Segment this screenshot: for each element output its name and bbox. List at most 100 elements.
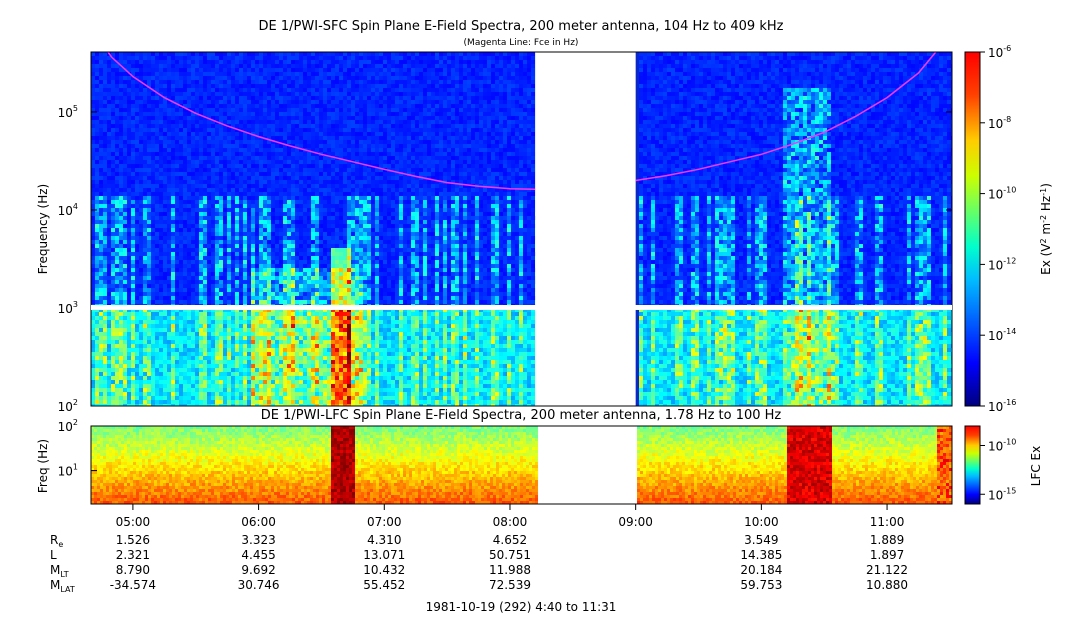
sfc-intensity-cell	[255, 80, 259, 84]
sfc-intensity-cell	[215, 236, 219, 240]
sfc-intensity-cell	[131, 260, 135, 264]
sfc-intensity-cell	[155, 228, 159, 232]
sfc-intensity-cell	[151, 236, 155, 240]
sfc-intensity-cell	[187, 352, 191, 356]
sfc-intensity-cell	[299, 140, 303, 144]
sfc-intensity-cell	[155, 220, 159, 224]
sfc-intensity-cell	[91, 84, 95, 88]
sfc-intensity-cell	[123, 380, 127, 384]
sfc-intensity-cell	[155, 328, 159, 332]
sfc-intensity-cell	[303, 236, 307, 240]
sfc-intensity-cell	[107, 244, 111, 248]
sfc-intensity-cell	[107, 296, 111, 300]
sfc-intensity-cell	[179, 280, 183, 284]
sfc-intensity-cell	[135, 308, 139, 312]
sfc-intensity-cell	[103, 84, 107, 88]
sfc-intensity-cell	[127, 148, 131, 152]
sfc-intensity-cell	[215, 404, 219, 406]
sfc-intensity-cell	[239, 328, 243, 332]
sfc-intensity-cell	[247, 256, 251, 260]
sfc-intensity-cell	[307, 388, 311, 392]
sfc-intensity-cell	[195, 356, 199, 360]
sfc-intensity-cell	[123, 312, 127, 316]
sfc-intensity-cell	[267, 400, 271, 404]
sfc-intensity-cell	[227, 380, 231, 384]
sfc-intensity-cell	[295, 120, 299, 124]
sfc-intensity-cell	[171, 264, 175, 268]
sfc-intensity-cell	[223, 308, 227, 312]
sfc-intensity-cell	[307, 128, 311, 132]
sfc-intensity-cell	[215, 100, 219, 104]
sfc-intensity-cell	[215, 108, 219, 112]
sfc-intensity-cell	[275, 320, 279, 324]
sfc-intensity-cell	[151, 284, 155, 288]
sfc-intensity-cell	[199, 368, 203, 372]
sfc-intensity-cell	[295, 248, 299, 252]
sfc-intensity-cell	[127, 184, 131, 188]
sfc-intensity-cell	[299, 396, 303, 400]
sfc-intensity-cell	[311, 308, 315, 312]
sfc-intensity-cell	[211, 348, 215, 352]
sfc-intensity-cell	[279, 180, 283, 184]
sfc-intensity-cell	[219, 184, 223, 188]
sfc-intensity-cell	[99, 308, 103, 312]
sfc-intensity-cell	[307, 156, 311, 160]
sfc-intensity-cell	[179, 56, 183, 60]
sfc-intensity-cell	[163, 164, 167, 168]
sfc-intensity-cell	[91, 328, 95, 332]
sfc-intensity-cell	[103, 356, 107, 360]
sfc-intensity-cell	[123, 244, 127, 248]
sfc-intensity-cell	[303, 96, 307, 100]
sfc-intensity-cell	[199, 104, 203, 108]
sfc-intensity-cell	[143, 352, 147, 356]
sfc-intensity-cell	[235, 96, 239, 100]
sfc-intensity-cell	[131, 236, 135, 240]
sfc-intensity-cell	[235, 252, 239, 256]
sfc-intensity-cell	[99, 72, 103, 76]
sfc-intensity-cell	[279, 332, 283, 336]
sfc-intensity-cell	[111, 156, 115, 160]
sfc-intensity-cell	[119, 312, 123, 316]
sfc-intensity-cell	[127, 112, 131, 116]
sfc-intensity-cell	[279, 236, 283, 240]
sfc-intensity-cell	[123, 96, 127, 100]
sfc-intensity-cell	[271, 360, 275, 364]
sfc-intensity-cell	[311, 156, 315, 160]
sfc-intensity-cell	[119, 340, 123, 344]
sfc-intensity-cell	[223, 128, 227, 132]
sfc-intensity-cell	[271, 148, 275, 152]
sfc-intensity-cell	[199, 328, 203, 332]
sfc-intensity-cell	[287, 64, 291, 68]
sfc-intensity-cell	[279, 400, 283, 404]
sfc-intensity-cell	[275, 396, 279, 400]
sfc-panel-title: DE 1/PWI-SFC Spin Plane E-Field Spectra,…	[259, 19, 784, 34]
sfc-intensity-cell	[255, 360, 259, 364]
sfc-intensity-cell	[123, 324, 127, 328]
sfc-intensity-cell	[199, 188, 203, 192]
sfc-intensity-cell	[135, 400, 139, 404]
sfc-intensity-cell	[235, 148, 239, 152]
sfc-intensity-cell	[211, 236, 215, 240]
sfc-intensity-cell	[187, 380, 191, 384]
sfc-intensity-cell	[271, 100, 275, 104]
sfc-intensity-cell	[183, 136, 187, 140]
sfc-intensity-cell	[171, 120, 175, 124]
sfc-intensity-cell	[143, 360, 147, 364]
sfc-intensity-cell	[227, 104, 231, 108]
sfc-intensity-cell	[195, 256, 199, 260]
sfc-intensity-cell	[275, 196, 279, 200]
sfc-intensity-cell	[271, 332, 275, 336]
sfc-intensity-cell	[287, 380, 291, 384]
sfc-intensity-cell	[227, 128, 231, 132]
sfc-intensity-cell	[131, 232, 135, 236]
sfc-intensity-cell	[291, 360, 295, 364]
sfc-intensity-cell	[179, 372, 183, 376]
sfc-intensity-cell	[239, 124, 243, 128]
sfc-intensity-cell	[159, 116, 163, 120]
sfc-intensity-cell	[227, 372, 231, 376]
sfc-intensity-cell	[159, 388, 163, 392]
sfc-intensity-cell	[311, 264, 315, 268]
sfc-intensity-cell	[107, 92, 111, 96]
sfc-intensity-cell	[267, 352, 271, 356]
sfc-intensity-cell	[275, 392, 279, 396]
